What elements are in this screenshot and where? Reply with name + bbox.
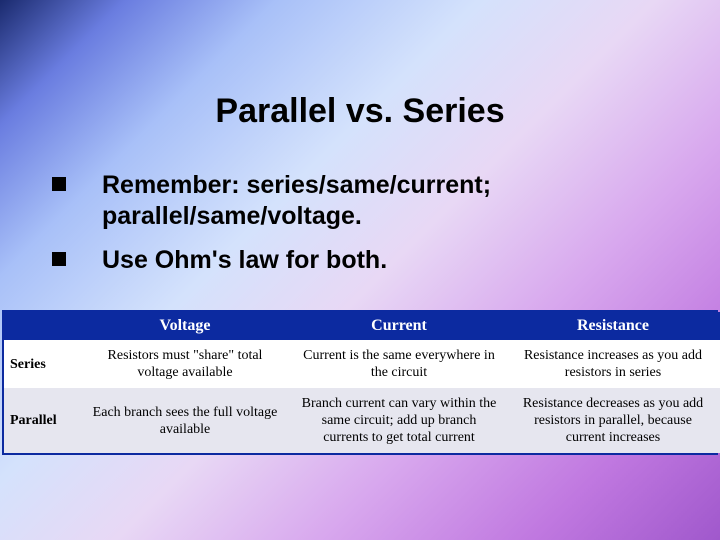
bullet-item: Remember: series/same/current; parallel/… [52, 170, 668, 233]
table-row: Parallel Each branch sees the full volta… [4, 388, 720, 453]
bullet-marker-icon [52, 252, 66, 266]
row-label: Series [4, 340, 78, 388]
table-cell: Resistance decreases as you add resistor… [506, 388, 720, 453]
row-label: Parallel [4, 388, 78, 453]
slide: Parallel vs. Series Remember: series/sam… [0, 0, 720, 540]
bullet-text: Remember: series/same/current; parallel/… [102, 170, 668, 233]
table-cell: Each branch sees the full voltage availa… [78, 388, 292, 453]
table-header-blank [4, 312, 78, 340]
table-cell: Resistance increases as you add resistor… [506, 340, 720, 388]
table-row: Series Resistors must "share" total volt… [4, 340, 720, 388]
table-cell: Resistors must "share" total voltage ava… [78, 340, 292, 388]
table-cell: Current is the same everywhere in the ci… [292, 340, 506, 388]
comparison-table: Voltage Current Resistance Series Resist… [2, 310, 718, 455]
table-cell: Branch current can vary within the same … [292, 388, 506, 453]
table-header: Voltage [78, 312, 292, 340]
slide-title: Parallel vs. Series [0, 92, 720, 131]
bullet-list: Remember: series/same/current; parallel/… [52, 170, 668, 288]
table-header: Current [292, 312, 506, 340]
bullet-text: Use Ohm's law for both. [102, 245, 387, 276]
bullet-marker-icon [52, 177, 66, 191]
table-header-row: Voltage Current Resistance [4, 312, 720, 340]
table-header: Resistance [506, 312, 720, 340]
bullet-item: Use Ohm's law for both. [52, 245, 668, 276]
